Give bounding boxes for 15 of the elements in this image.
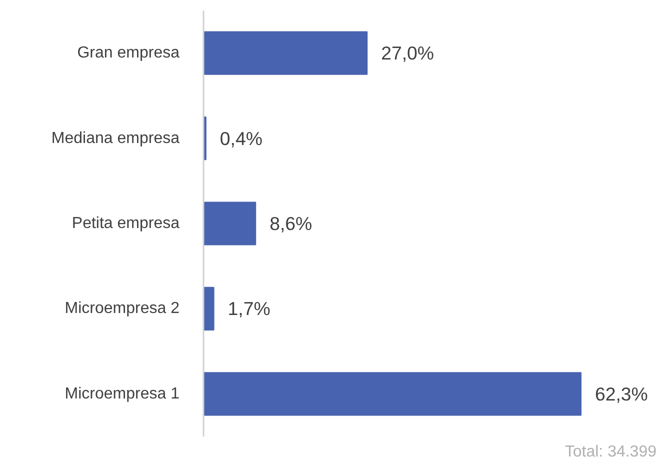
y-tick-label: Gran empresa xyxy=(77,44,180,62)
data-label: 62,3% xyxy=(595,383,648,404)
y-tick-label: Mediana empresa xyxy=(51,130,180,147)
data-label: 27,0% xyxy=(381,42,434,64)
data-label: 0,4% xyxy=(220,128,262,149)
data-label: 8,6% xyxy=(270,213,312,234)
y-tick-label: Microempresa 1 xyxy=(64,385,180,402)
y-tick-label: Microempresa 2 xyxy=(64,300,180,318)
bar xyxy=(204,286,214,330)
bar xyxy=(204,31,368,75)
data-label: 1,7% xyxy=(228,298,270,320)
bar xyxy=(204,202,256,246)
bar xyxy=(204,372,582,416)
y-tick-label: Petita empresa xyxy=(72,215,180,232)
text: Total: 34.399 xyxy=(564,444,657,460)
